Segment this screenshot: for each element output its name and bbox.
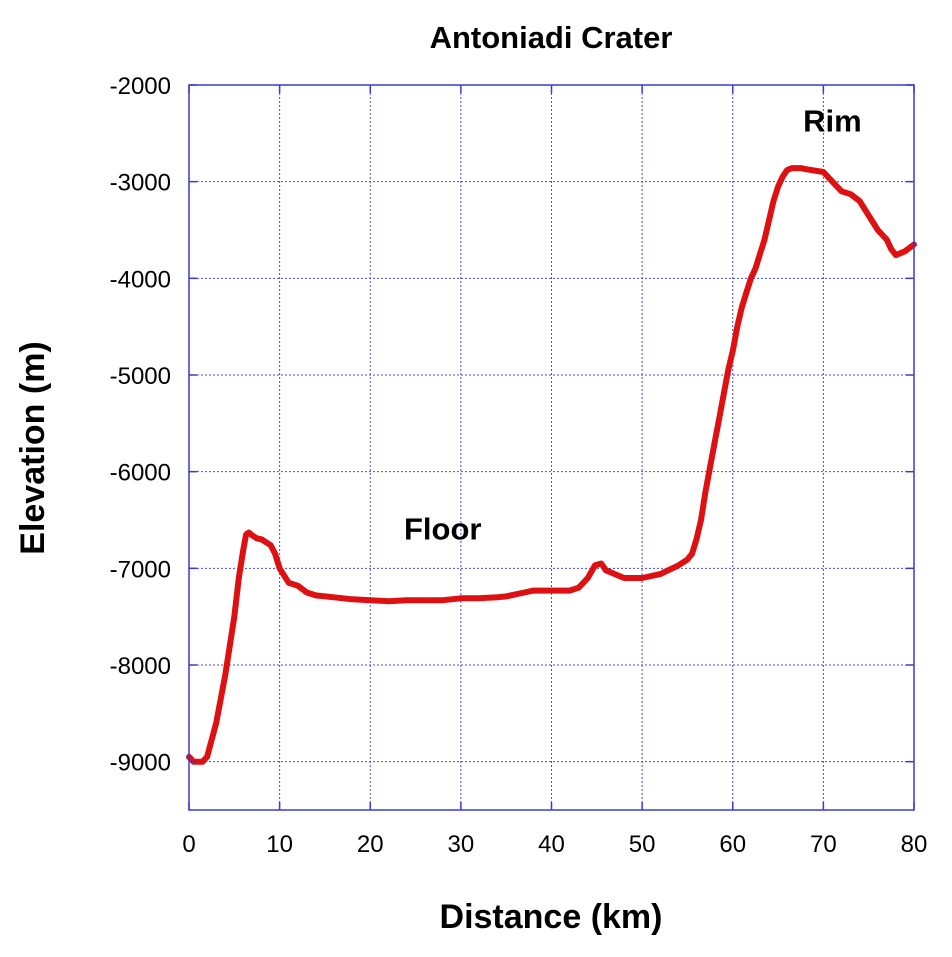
axes xyxy=(188,84,915,811)
x-tick-label: 10 xyxy=(266,831,293,858)
annotation-floor: Floor xyxy=(404,511,482,546)
annotation-rim: Rim xyxy=(803,103,862,138)
y-axis-label: Elevation (m) xyxy=(14,341,52,554)
y-tick-label: -8000 xyxy=(110,653,171,680)
x-tick-label: 0 xyxy=(182,831,195,858)
x-tick-label: 40 xyxy=(538,831,565,858)
x-tick-label: 30 xyxy=(448,831,475,858)
x-tick-label: 70 xyxy=(810,831,837,858)
annotations: Floor Rim xyxy=(404,103,862,546)
grid xyxy=(188,84,915,810)
x-axis-label: Distance (km) xyxy=(440,898,663,936)
series-layer xyxy=(186,165,917,765)
y-tick-label: -6000 xyxy=(110,460,171,487)
x-tick-label: 60 xyxy=(719,831,746,858)
elevation-series-line xyxy=(186,165,917,765)
x-tick-label: 50 xyxy=(629,831,656,858)
x-tick-label: 20 xyxy=(357,831,384,858)
chart-title: Antoniadi Crater xyxy=(430,20,673,55)
y-tick-label: -7000 xyxy=(110,556,171,583)
x-tick-label: 80 xyxy=(901,831,928,858)
y-tick-label: -9000 xyxy=(110,750,171,777)
y-tick-label: -5000 xyxy=(110,363,171,390)
tick-labels: 0 10 20 30 40 50 60 70 80 -2000 -3000 -4000 -5000 -60… xyxy=(110,73,928,858)
y-tick-label: -3000 xyxy=(110,170,171,197)
y-tick-label: -4000 xyxy=(110,266,171,293)
y-tick-label: -2000 xyxy=(110,73,171,100)
